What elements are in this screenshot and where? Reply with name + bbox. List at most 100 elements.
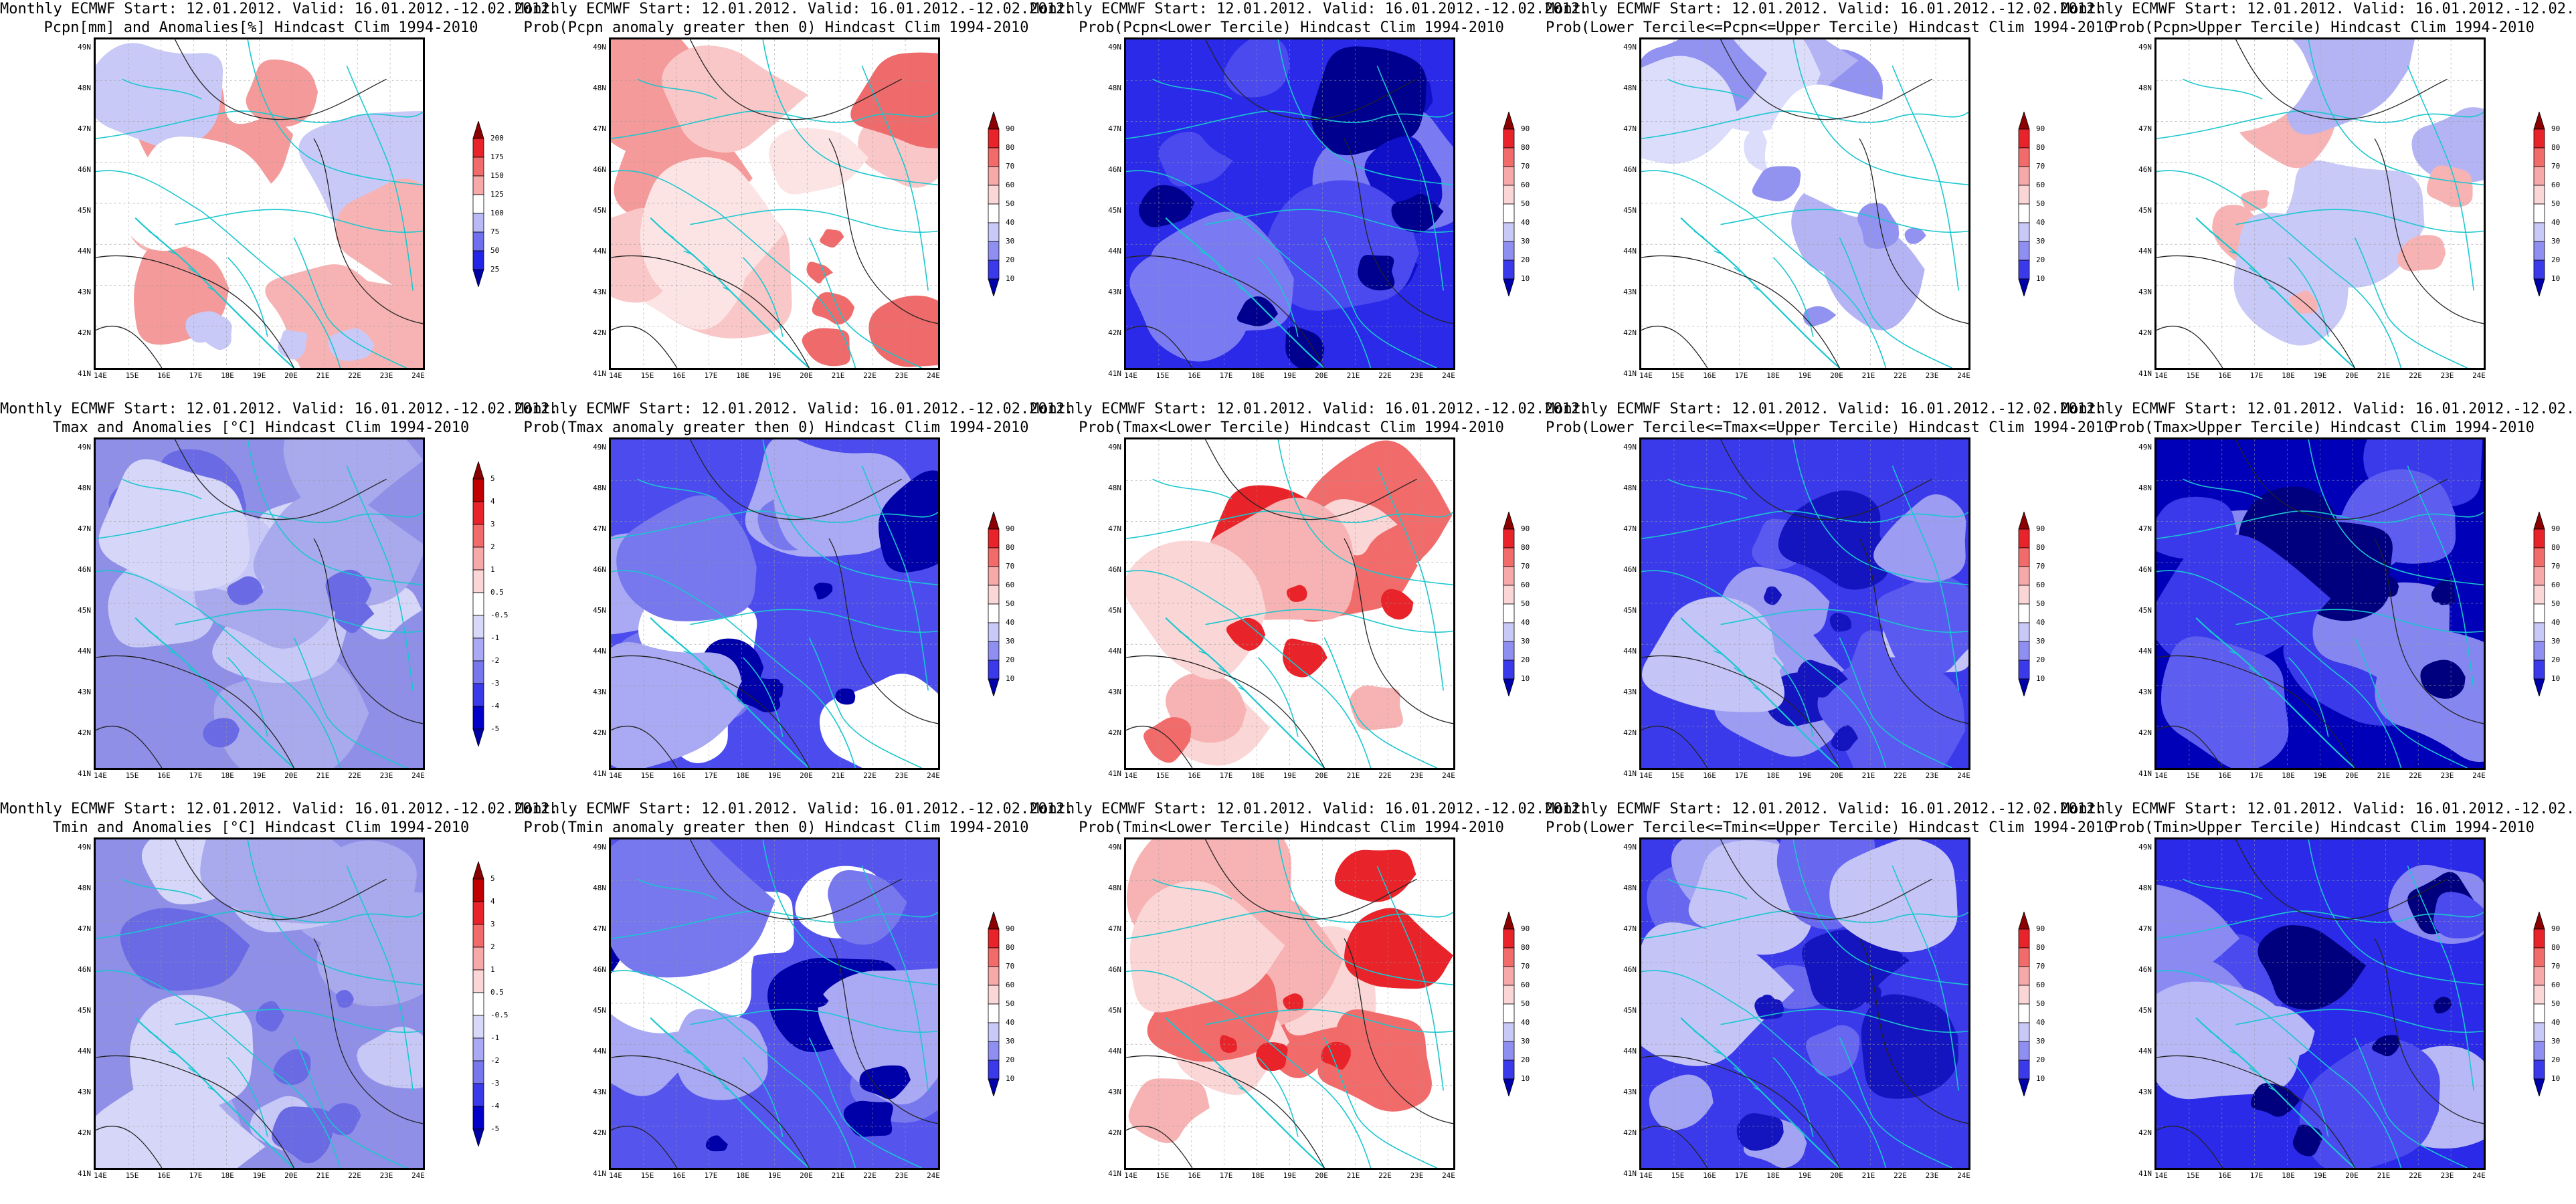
lon-tick-label: 15E <box>640 371 654 380</box>
lat-tick-label: 45N <box>1623 206 1637 215</box>
colorbar-tick-label: 70 <box>2551 561 2561 571</box>
colorbar-tick-label: 80 <box>1521 942 1530 952</box>
colorbar-tick-label: 30 <box>2036 1036 2045 1045</box>
lat-tick-label: 49N <box>1623 443 1637 452</box>
colorbar-tick-label: 50 <box>2036 199 2045 208</box>
colorbar-tick-label: -1 <box>490 633 500 642</box>
lon-tick-label: 21E <box>831 771 845 780</box>
lat-tick-label: 47N <box>78 124 91 133</box>
lon-tick-label: 15E <box>125 771 139 780</box>
colorbar-tick-label: 10 <box>2551 1074 2561 1083</box>
lat-tick-label: 42N <box>1108 1128 1121 1137</box>
lon-tick-label: 22E <box>2409 1171 2422 1180</box>
lon-tick-label: 17E <box>2249 771 2264 780</box>
lon-tick-label: 15E <box>1156 371 1170 380</box>
colorbar-tick-label: -0.5 <box>490 1010 509 1019</box>
lat-tick-label: 46N <box>1108 965 1121 974</box>
map-plot <box>1124 37 1455 370</box>
colorbar-tick-label: 90 <box>1521 124 1530 133</box>
lon-tick-label: 21E <box>831 1171 845 1180</box>
colorbar: 90 80 70 60 50 40 30 20 10 <box>1502 110 1549 297</box>
lat-tick-label: 48N <box>1108 84 1121 92</box>
map-field <box>1641 839 1968 1168</box>
colorbar-tick-label: 20 <box>1006 255 1015 264</box>
lat-tick-label: 43N <box>78 688 91 696</box>
lat-tick-label: 41N <box>1108 769 1121 778</box>
lon-tick-label: 24E <box>2472 371 2486 380</box>
lat-tick-label: 41N <box>78 769 91 778</box>
colorbar-tick-label: 50 <box>1006 199 1015 208</box>
panel-title-line2: Prob(Pcpn>Upper Tercile) Hindcast Clim 1… <box>2109 19 2535 36</box>
colorbar-tick-label: 20 <box>2551 255 2561 264</box>
lat-tick-label: 44N <box>593 1047 606 1056</box>
lat-tick-label: 45N <box>2138 606 2152 615</box>
panel-title-line2: Prob(Tmax anomaly greater then 0) Hindca… <box>523 419 1029 436</box>
lon-tick-label: 19E <box>1283 771 1297 780</box>
lon-tick-label: 19E <box>1798 771 1812 780</box>
colorbar-tick-label: 125 <box>490 189 504 199</box>
lat-tick-label: 45N <box>78 206 91 215</box>
lat-tick-label: 42N <box>1623 728 1637 737</box>
lon-tick-label: 18E <box>1251 771 1265 780</box>
lat-tick-label: 46N <box>78 565 91 574</box>
lon-tick-label: 18E <box>1766 371 1780 380</box>
colorbar: 90 80 70 60 50 40 30 20 10 <box>2533 910 2576 1097</box>
lon-tick-label: 22E <box>863 371 877 380</box>
lat-tick-label: 48N <box>593 84 606 92</box>
colorbar-tick-label: 40 <box>1006 617 1015 627</box>
lat-tick-label: 49N <box>1623 43 1637 52</box>
lon-tick-label: 20E <box>1315 371 1328 380</box>
lon-tick-label: 15E <box>1671 771 1685 780</box>
map-plot <box>609 437 940 770</box>
lon-tick-label: 22E <box>348 371 361 380</box>
panel-title-line2: Prob(Pcpn<Lower Tercile) Hindcast Clim 1… <box>1079 19 1504 36</box>
colorbar-tick-label: 0.5 <box>490 987 504 997</box>
colorbar-tick-label: 60 <box>2551 980 2561 989</box>
colorbar-tick-label: 60 <box>1006 580 1015 589</box>
panel-title-line2: Prob(Tmax>Upper Tercile) Hindcast Clim 1… <box>2109 419 2535 436</box>
map-field <box>2156 439 2484 768</box>
lon-tick-label: 17E <box>189 371 203 380</box>
lat-tick-label: 44N <box>1108 647 1121 656</box>
map-plot <box>1124 437 1455 770</box>
lat-tick-label: 46N <box>1108 165 1121 174</box>
panel-title-line1: Monthly ECMWF Start: 12.01.2012. Valid: … <box>2061 1 2576 17</box>
map-plot <box>609 37 940 370</box>
lon-tick-label: 22E <box>1894 771 1907 780</box>
lat-tick-label: 43N <box>1108 1088 1121 1096</box>
lat-tick-label: 48N <box>1623 84 1637 92</box>
lon-tick-label: 15E <box>1671 371 1685 380</box>
lat-tick-label: 43N <box>2138 688 2152 696</box>
lon-tick-label: 19E <box>1798 1171 1812 1180</box>
lon-tick-label: 14E <box>94 771 107 780</box>
lat-tick-label: 49N <box>593 443 606 452</box>
lat-tick-label: 47N <box>1108 124 1121 133</box>
colorbar: 200 175 150 125 100 75 50 25 <box>472 120 519 288</box>
lon-tick-label: 19E <box>252 771 266 780</box>
lat-tick-label: 47N <box>1108 524 1121 533</box>
lon-tick-label: 16E <box>672 1171 686 1180</box>
colorbar-tick-label: 60 <box>1521 180 1530 189</box>
lat-tick-label: 46N <box>593 965 606 974</box>
lat-tick-label: 41N <box>593 769 606 778</box>
lat-tick-label: 48N <box>1623 484 1637 492</box>
lon-tick-label: 19E <box>767 1171 781 1180</box>
lon-tick-label: 18E <box>1251 371 1265 380</box>
lon-tick-label: 18E <box>736 1171 749 1180</box>
colorbar-tick-label: 30 <box>1521 636 1530 645</box>
lon-tick-label: 22E <box>2409 771 2422 780</box>
lon-tick-label: 14E <box>1124 371 1137 380</box>
colorbar-tick-label: 90 <box>2551 524 2561 533</box>
lon-tick-label: 21E <box>2377 1171 2391 1180</box>
lon-tick-label: 14E <box>1639 371 1653 380</box>
lon-tick-label: 23E <box>1925 771 1939 780</box>
map-panel: Monthly ECMWF Start: 12.01.2012. Valid: … <box>515 400 1073 800</box>
lat-tick-label: 42N <box>593 1128 606 1137</box>
lat-tick-label: 46N <box>1623 165 1637 174</box>
lat-tick-label: 48N <box>1108 884 1121 892</box>
lon-tick-label: 17E <box>1734 771 1748 780</box>
lon-tick-label: 18E <box>1251 1171 1265 1180</box>
colorbar-tick-label: 1 <box>490 565 495 574</box>
colorbar-tick-label: 5 <box>490 874 495 883</box>
lon-tick-label: 20E <box>1830 1171 1843 1180</box>
